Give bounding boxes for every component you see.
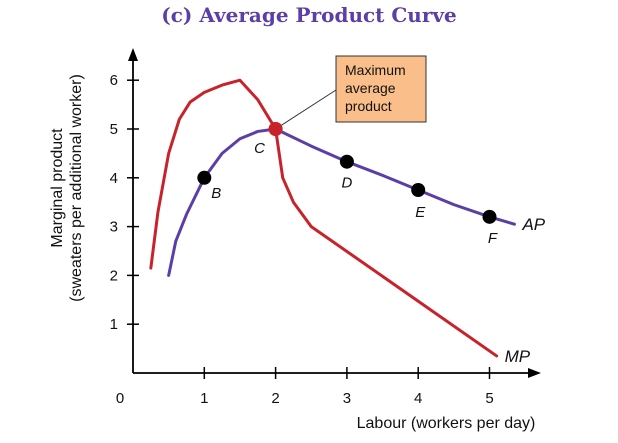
callout-box <box>335 55 427 123</box>
y-tick-label: 3 <box>110 219 118 236</box>
callout-text-line: average <box>345 80 396 96</box>
y-axis-label-line-1: Marginal product <box>49 128 66 248</box>
y-axis-label-line-2: (sweaters per additional worker) <box>68 74 85 302</box>
callout-text-line: Maximum <box>345 62 406 78</box>
x-tick-label: 1 <box>200 390 208 407</box>
point-c-top <box>268 122 283 136</box>
y-tick-label: 1 <box>110 316 118 333</box>
point-label-e: E <box>415 204 426 221</box>
point-label-f: F <box>488 230 498 247</box>
y-axis-arrow <box>128 48 138 61</box>
x-tick-label: 3 <box>343 390 351 407</box>
point-e <box>411 183 426 197</box>
max-ap-callout: Maximum average product <box>268 55 427 136</box>
x-axis-arrow <box>528 368 541 378</box>
y-tick-label: 5 <box>110 121 118 138</box>
chart-title: (c) Average Product Curve <box>161 3 456 27</box>
series-line-mp <box>149 78 499 358</box>
points: B C D E F <box>197 122 498 247</box>
series-label-ap: AP <box>521 215 545 234</box>
y-tick-label: 6 <box>110 72 118 89</box>
x-tick-label: 4 <box>414 390 422 407</box>
axes <box>128 48 541 378</box>
point-label-c: C <box>254 140 265 157</box>
callout-leader <box>275 89 337 130</box>
point-label-d: D <box>341 175 352 192</box>
series-line-ap <box>167 127 516 277</box>
callout-text-line: product <box>345 98 392 114</box>
x-axis-label: Labour (workers per day) <box>357 415 536 432</box>
series-label-mp: MP <box>505 347 531 366</box>
y-tick-label: 2 <box>110 267 118 284</box>
x-tick-label: 2 <box>271 390 279 407</box>
tick-labels: 0 1 2 3 4 5 1 2 3 4 5 6 <box>110 72 494 407</box>
point-b <box>197 170 212 185</box>
point-f <box>482 209 497 224</box>
point-label-b: B <box>211 185 221 202</box>
x-tick-label: 5 <box>485 390 493 407</box>
x-tick-label: 0 <box>116 390 124 407</box>
point-d <box>339 154 354 169</box>
y-tick-label: 4 <box>110 170 118 187</box>
